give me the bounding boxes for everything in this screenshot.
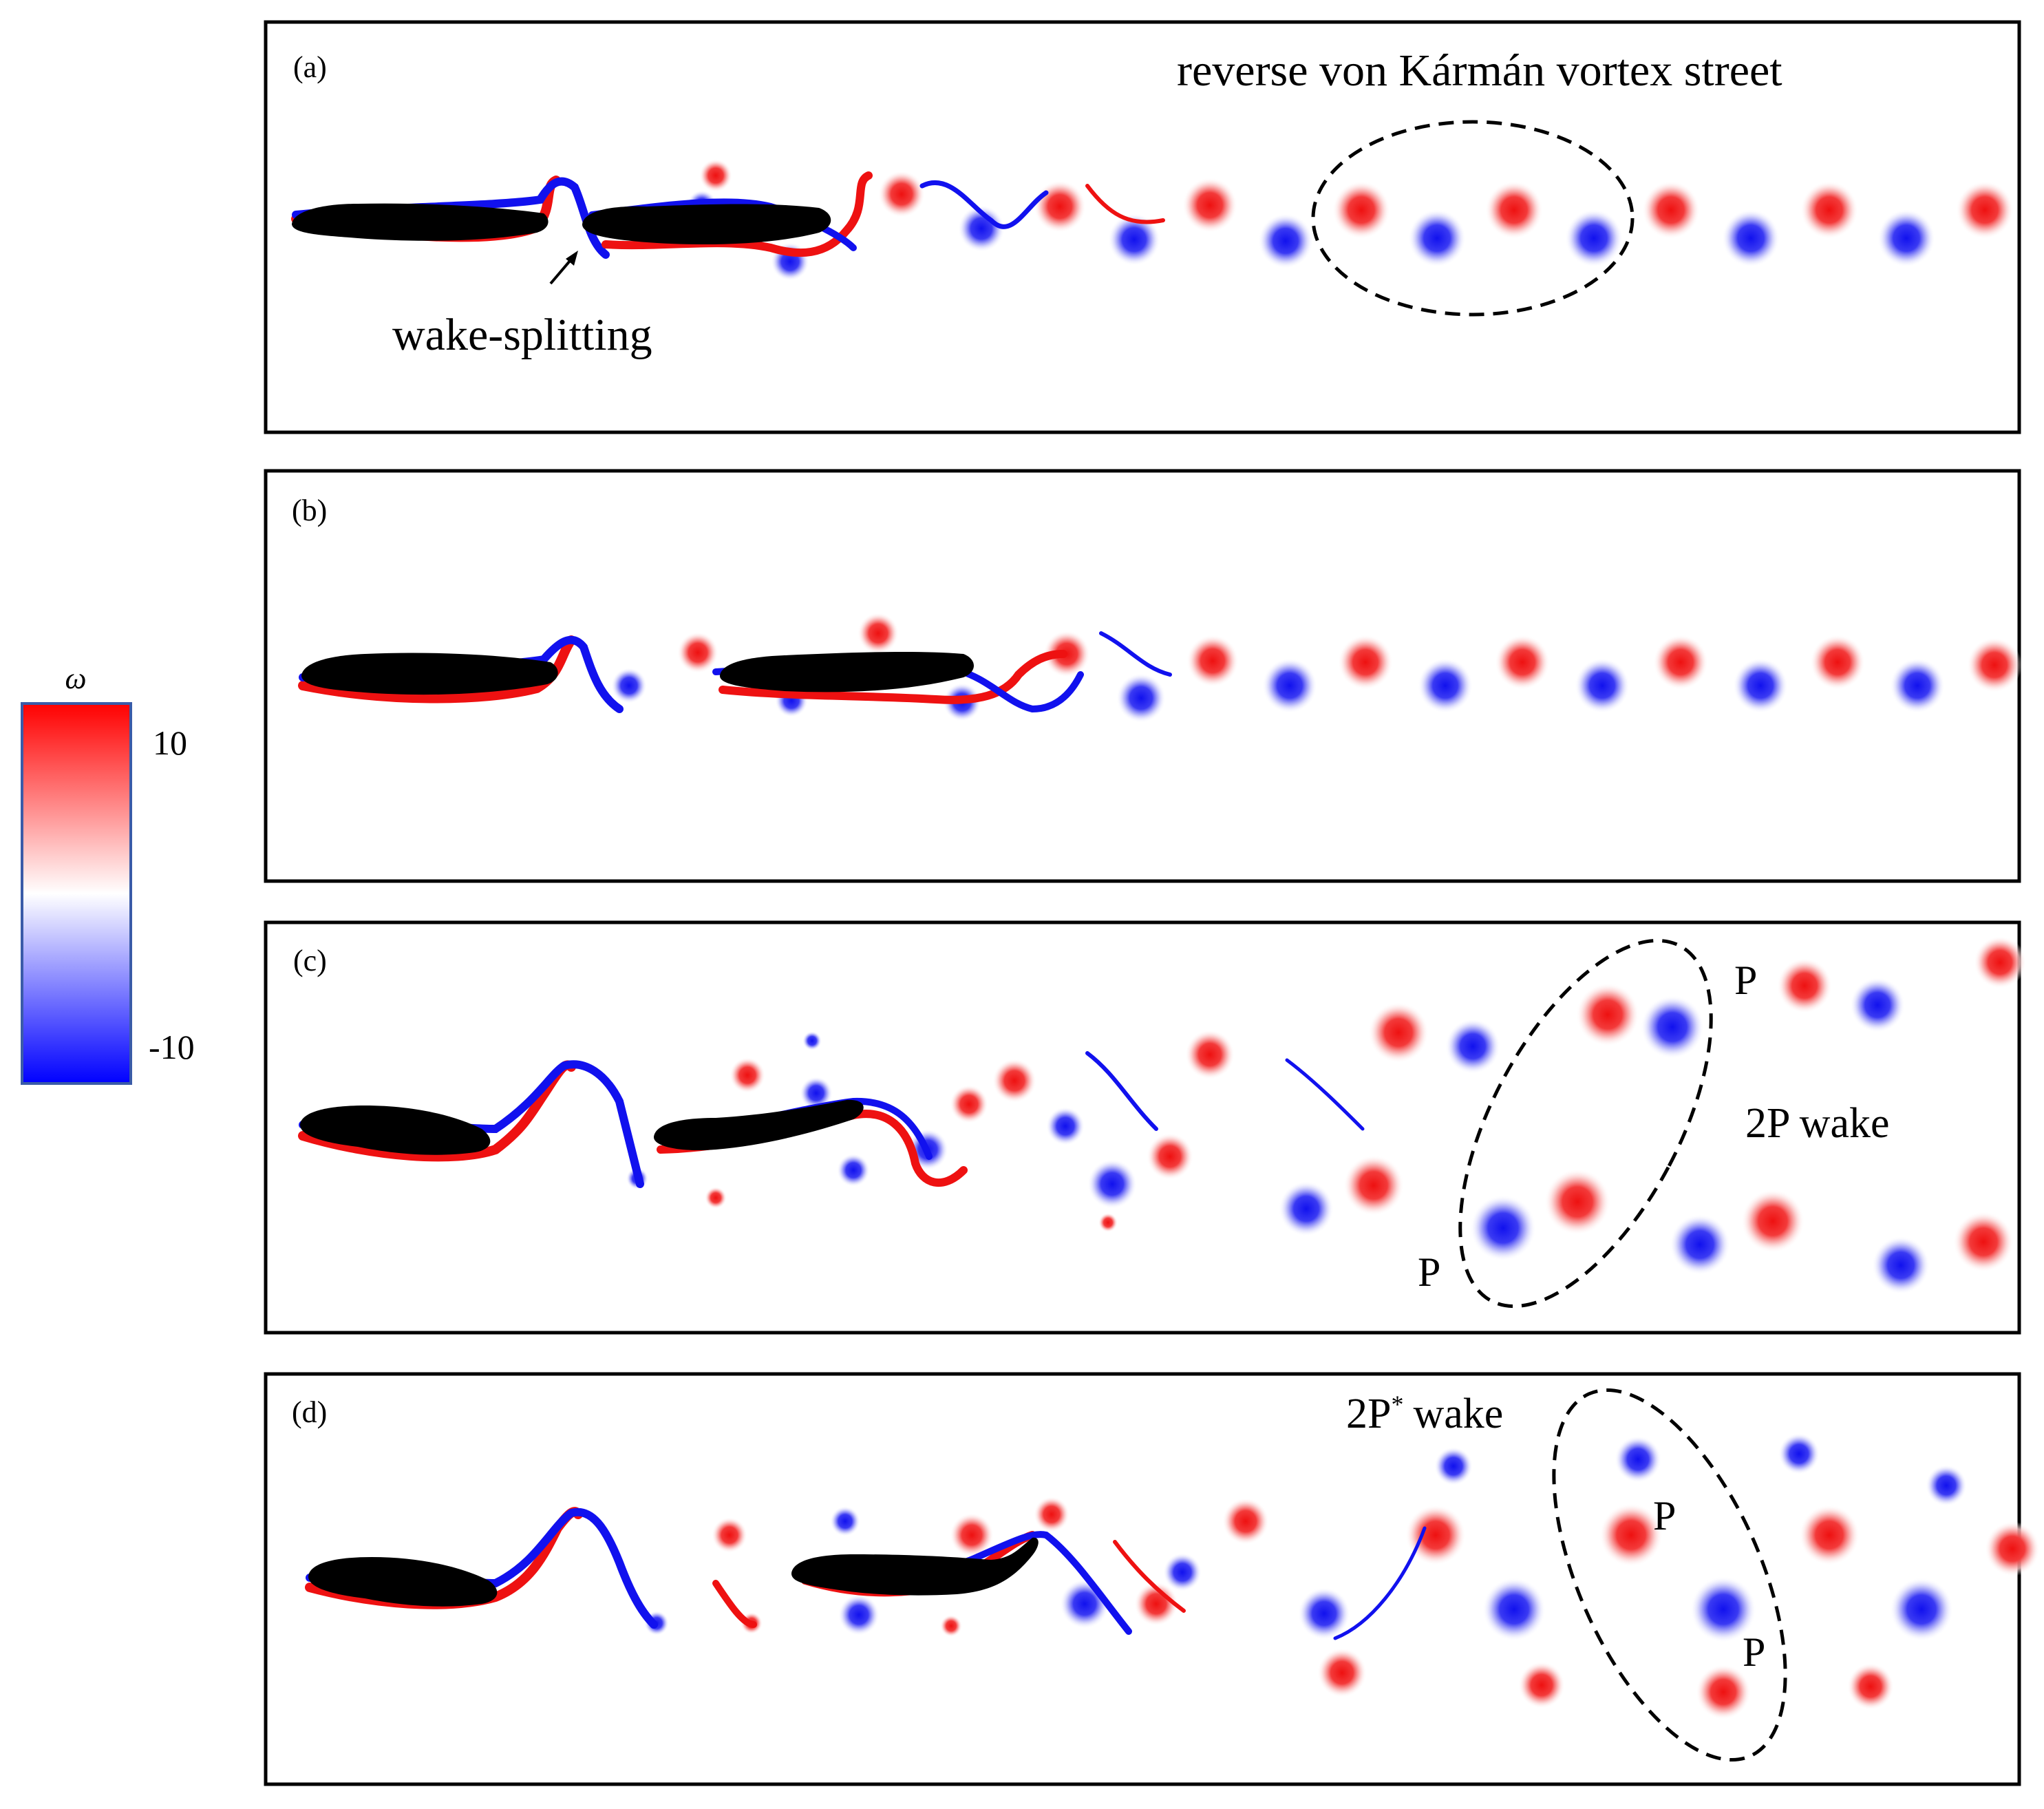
vortex-street-annotation: reverse von Kármán vortex street <box>1177 45 1782 96</box>
fish-body-front <box>292 203 549 241</box>
vorticity-field <box>298 613 2022 723</box>
panel-label: (d) <box>292 1395 327 1429</box>
star-superscript: * <box>1391 1390 1403 1418</box>
positive-vortices <box>705 936 2026 1272</box>
p-label-upper: P <box>1734 958 1757 1003</box>
pair-outline <box>1458 938 1713 1309</box>
vorticity-field <box>305 1433 2040 1720</box>
wake-splitting-annotation: wake-splitting <box>392 310 652 360</box>
colorbar-min-label: -10 <box>149 1028 195 1066</box>
p-label-lower: P <box>1418 1249 1440 1295</box>
fish-body-rear <box>791 1537 1039 1596</box>
fish-body-front <box>301 653 558 695</box>
colorbar-max-label: 10 <box>153 723 187 762</box>
fish-body-rear <box>654 1099 864 1151</box>
vortex-street-outline <box>1311 120 1635 317</box>
panel-c: (c) <box>264 920 2026 1335</box>
colorbar: ω 10 -10 <box>21 662 195 1085</box>
2p-label: 2P <box>1346 1390 1391 1437</box>
vorticity-field <box>291 159 2014 281</box>
panel-frame <box>264 1372 2021 1786</box>
panel-frame <box>264 20 2021 434</box>
panel-label: (c) <box>293 944 327 977</box>
fish-body-front <box>308 1557 498 1607</box>
vorticity-field <box>298 936 2026 1294</box>
negative-vortices <box>687 190 1935 281</box>
panel-a: (a) <box>264 20 2021 434</box>
negative-vortices <box>626 977 1930 1294</box>
p-label-upper: P <box>1653 1493 1676 1538</box>
2p-star-wake-annotation: 2P* wake <box>1346 1390 1503 1437</box>
wake-word: wake <box>1413 1390 1503 1437</box>
panel-frame <box>264 920 2021 1335</box>
2p-star-wake-text: 2P* wake <box>1346 1390 1503 1437</box>
fish-body-front <box>300 1106 491 1155</box>
2p-wake-annotation: 2P wake <box>1745 1100 1890 1147</box>
fish-body-rear <box>582 204 831 245</box>
wake-splitting-arrow <box>549 251 578 285</box>
panel-label: (a) <box>293 50 327 84</box>
negative-vortices <box>644 1433 1967 1642</box>
panel-d: (d) <box>264 1372 2040 1786</box>
fish-body-rear <box>720 651 974 692</box>
p-label-lower: P <box>1743 1629 1765 1675</box>
panel-label: (b) <box>292 494 327 527</box>
positive-vortices <box>712 1496 2040 1720</box>
panel-b: (b) <box>264 469 2022 883</box>
positive-vortices <box>699 159 2014 242</box>
colorbar-scale <box>21 702 132 1085</box>
pair-outline <box>1552 1388 1787 1762</box>
colorbar-symbol: ω <box>65 662 86 695</box>
